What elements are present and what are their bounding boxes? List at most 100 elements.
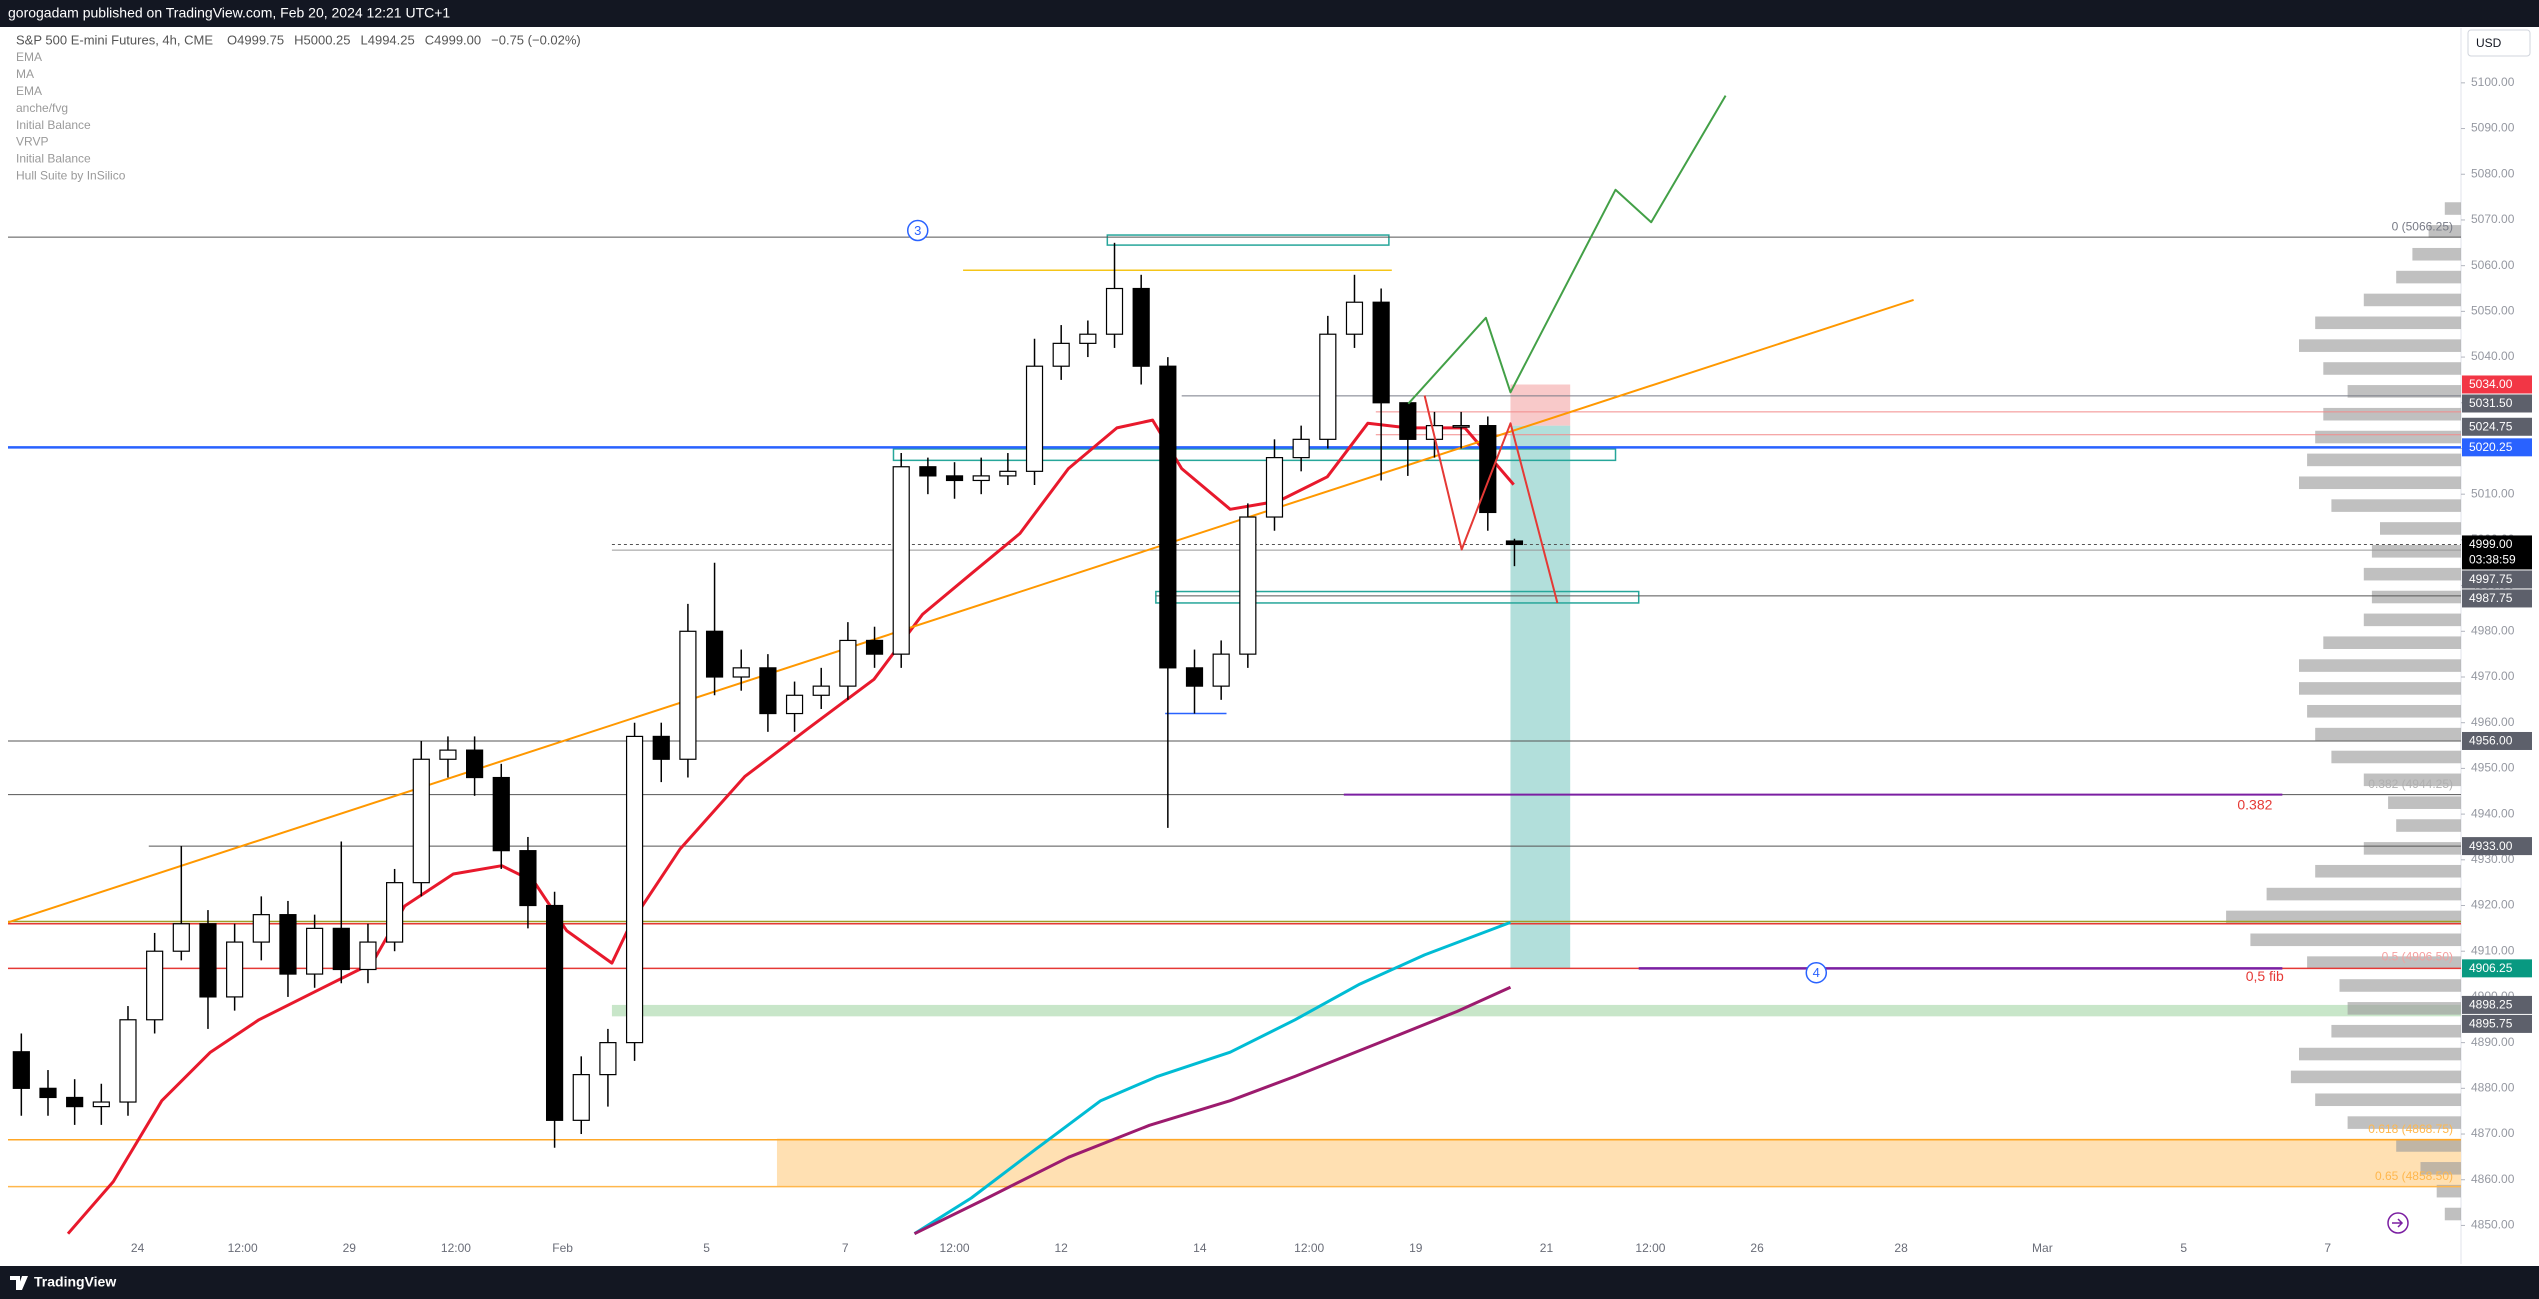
candle-body — [705, 630, 724, 678]
volume-profile-bar — [2347, 1116, 2461, 1129]
marker-label: 3 — [914, 223, 921, 238]
candle-body — [439, 749, 457, 760]
candle-body — [1239, 516, 1257, 655]
volume-profile-bar — [2363, 567, 2461, 581]
candle-body — [972, 475, 990, 482]
x-tick-label: Feb — [552, 1241, 573, 1255]
candle-body — [1159, 365, 1177, 669]
x-tick-label: 19 — [1409, 1241, 1423, 1255]
indicator-name: Initial Balance — [16, 118, 91, 132]
bottom-bar — [0, 1266, 2539, 1299]
candle-body — [1025, 365, 1044, 472]
indicator-line — [1407, 95, 1727, 405]
y-tick-label: 4850.00 — [2471, 1218, 2515, 1232]
candle-body — [1185, 667, 1204, 687]
candle-body — [625, 735, 644, 1044]
indicator-name: EMA — [16, 84, 42, 98]
y-tick-label: 5040.00 — [2471, 349, 2515, 363]
candle-body — [386, 882, 404, 943]
y-tick-label: 4960.00 — [2471, 715, 2515, 729]
volume-profile-bar — [2444, 1207, 2461, 1221]
candle-body — [919, 466, 937, 477]
price-tag-label: 4898.25 — [2469, 998, 2513, 1012]
candle-body — [92, 1101, 110, 1108]
x-tick-label: 12:00 — [1635, 1241, 1665, 1255]
indicator-name: EMA — [16, 50, 42, 64]
candle-body — [1452, 425, 1470, 428]
volume-profile-bar — [2428, 225, 2461, 238]
volume-profile-bar — [2388, 796, 2461, 809]
candle-body — [332, 927, 350, 971]
annotation: 0.382 — [2237, 797, 2272, 813]
indicator-name: anche/fvg — [16, 101, 68, 115]
realtime-button[interactable] — [2387, 1212, 2409, 1234]
x-tick-label: 5 — [703, 1241, 710, 1255]
ohlc-value: L4994.25 — [361, 32, 415, 47]
candle-body — [812, 685, 830, 696]
brand-logo — [10, 1276, 28, 1290]
volume-profile-bar — [2266, 887, 2461, 901]
volume-profile-bar — [2299, 339, 2461, 352]
candle-body — [492, 776, 510, 852]
ohlc-value: H5000.25 — [294, 32, 350, 47]
candle-body — [199, 923, 217, 998]
candle-body — [226, 941, 244, 998]
zone — [1510, 425, 1571, 969]
ohlc-value: C4999.00 — [425, 32, 481, 47]
candle-body — [1505, 540, 1524, 546]
candle-body — [572, 1074, 590, 1121]
x-tick-label: 21 — [1540, 1241, 1554, 1255]
annotation: 0,5 fib — [2246, 968, 2284, 984]
candle-body — [945, 475, 964, 482]
volume-profile-bar — [2315, 316, 2461, 330]
candle-body — [545, 904, 564, 1121]
fib-label: 0.382 (4944.25) — [2368, 777, 2453, 791]
candle-body — [599, 1042, 617, 1076]
price-tag-label: 4906.25 — [2469, 961, 2513, 975]
zone — [1510, 384, 1571, 426]
y-tick-label: 4980.00 — [2471, 623, 2515, 637]
price-tag — [2462, 995, 2532, 1014]
x-tick-label: 12 — [1055, 1241, 1069, 1255]
volume-profile-bar — [2412, 247, 2461, 261]
x-tick-label: 24 — [131, 1241, 145, 1255]
volume-profile-bar — [2331, 499, 2461, 512]
y-tick-label: 4870.00 — [2471, 1126, 2515, 1140]
indicator-line — [1423, 395, 1559, 604]
candle-body — [519, 850, 537, 907]
currency-box[interactable] — [2467, 29, 2531, 57]
price-tag-label: 5024.75 — [2469, 419, 2513, 433]
price-tag-countdown: 03:38:59 — [2469, 553, 2516, 567]
x-tick-label: 26 — [1750, 1241, 1764, 1255]
volume-profile-bar — [2323, 407, 2461, 421]
y-tick-label: 4950.00 — [2471, 761, 2515, 775]
price-tag — [2462, 417, 2532, 436]
realtime-icon[interactable] — [2392, 1218, 2404, 1228]
candle-body — [732, 667, 750, 678]
zone — [1155, 590, 1640, 604]
x-tick-label: 14 — [1193, 1241, 1207, 1255]
y-tick-label: 4970.00 — [2471, 669, 2515, 683]
volume-profile-bar — [2371, 590, 2461, 604]
candle-body — [466, 749, 484, 779]
y-tick-label: 4890.00 — [2471, 1035, 2515, 1049]
indicator-name: VRVP — [16, 135, 48, 149]
fib-label: 0.618 (4868.75) — [2368, 1122, 2453, 1136]
zone — [611, 1004, 2461, 1017]
volume-profile-bar — [2250, 933, 2461, 947]
price-tag — [2462, 375, 2532, 394]
candle-body — [172, 923, 190, 952]
price-tag-label: 4987.75 — [2469, 591, 2513, 605]
volume-profile-bar — [2363, 293, 2461, 307]
x-tick-label: 7 — [2324, 1241, 2331, 1255]
candle-body — [892, 466, 910, 655]
candle-body — [1265, 457, 1284, 518]
y-tick-label: 4910.00 — [2471, 943, 2515, 957]
indicator-name: Initial Balance — [16, 152, 91, 166]
x-tick-label: 12:00 — [441, 1241, 471, 1255]
x-tick-label: 29 — [343, 1241, 357, 1255]
price-tag-label: 4895.75 — [2469, 1017, 2513, 1031]
y-tick-label: 5060.00 — [2471, 258, 2515, 272]
price-tag-label: 5031.50 — [2469, 396, 2513, 410]
currency[interactable]: USD — [2476, 36, 2502, 50]
